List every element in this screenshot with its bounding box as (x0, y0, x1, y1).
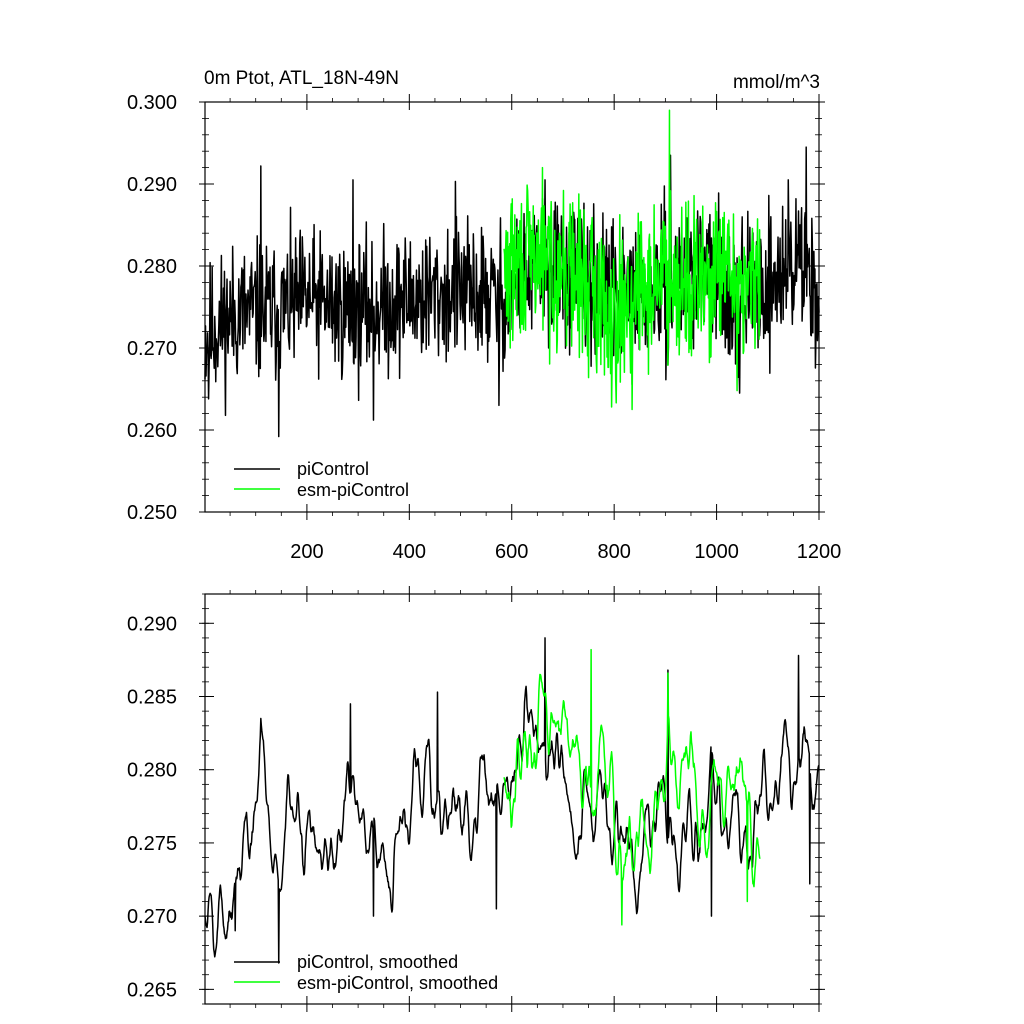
axis-ticks: 0.265 0.270 0.275 0.280 0.285 0.290 (127, 586, 825, 1012)
legend-label-esm-picontrol-smoothed: esm-piControl, smoothed (297, 973, 498, 993)
bottom-panel: 0.265 0.270 0.275 0.280 0.285 0.290 piControl… (127, 586, 825, 1012)
units-label: mmol/m^3 (733, 72, 820, 93)
axis-ticks: 0.250 0.260 0.270 0.280 0.290 0.300 200 400 600 8… (127, 92, 841, 563)
legend-label-picontrol: piControl (297, 459, 369, 479)
series-line-esm-picontrol-smoothed (503, 648, 761, 926)
series-line-esm-picontrol (503, 109, 761, 411)
y-tick-label: 0.280 (127, 760, 177, 782)
series-group (204, 109, 820, 438)
legend: piControl esm-piControl (234, 459, 409, 500)
top-panel: 0m Ptot, ATL_18N-49N mmol/m^3 0.250 0.260… (127, 68, 841, 563)
x-tick-label: 600 (495, 541, 528, 563)
x-tick-label: 800 (597, 541, 630, 563)
y-tick-label: 0.265 (127, 979, 177, 1001)
legend: piControl, smoothed esm-piControl, smoot… (234, 952, 498, 993)
x-tick-label: 400 (393, 541, 426, 563)
x-tick-label: 200 (290, 541, 323, 563)
x-tick-label: 1200 (797, 541, 842, 563)
y-tick-label: 0.300 (127, 92, 177, 114)
series-line-picontrol-smoothed (204, 637, 820, 964)
x-tick-label: 1000 (694, 541, 739, 563)
series-group (204, 637, 820, 964)
y-tick-label: 0.250 (127, 502, 177, 524)
y-tick-label: 0.280 (127, 256, 177, 278)
y-tick-label: 0.260 (127, 420, 177, 442)
legend-label-esm-picontrol: esm-piControl (297, 480, 409, 500)
chart-title: 0m Ptot, ATL_18N-49N (204, 68, 399, 89)
y-tick-label: 0.285 (127, 687, 177, 709)
y-tick-label: 0.275 (127, 833, 177, 855)
y-tick-label: 0.290 (127, 613, 177, 635)
y-tick-label: 0.290 (127, 174, 177, 196)
y-tick-label: 0.270 (127, 906, 177, 928)
legend-label-picontrol-smoothed: piControl, smoothed (297, 952, 458, 972)
y-tick-label: 0.270 (127, 338, 177, 360)
